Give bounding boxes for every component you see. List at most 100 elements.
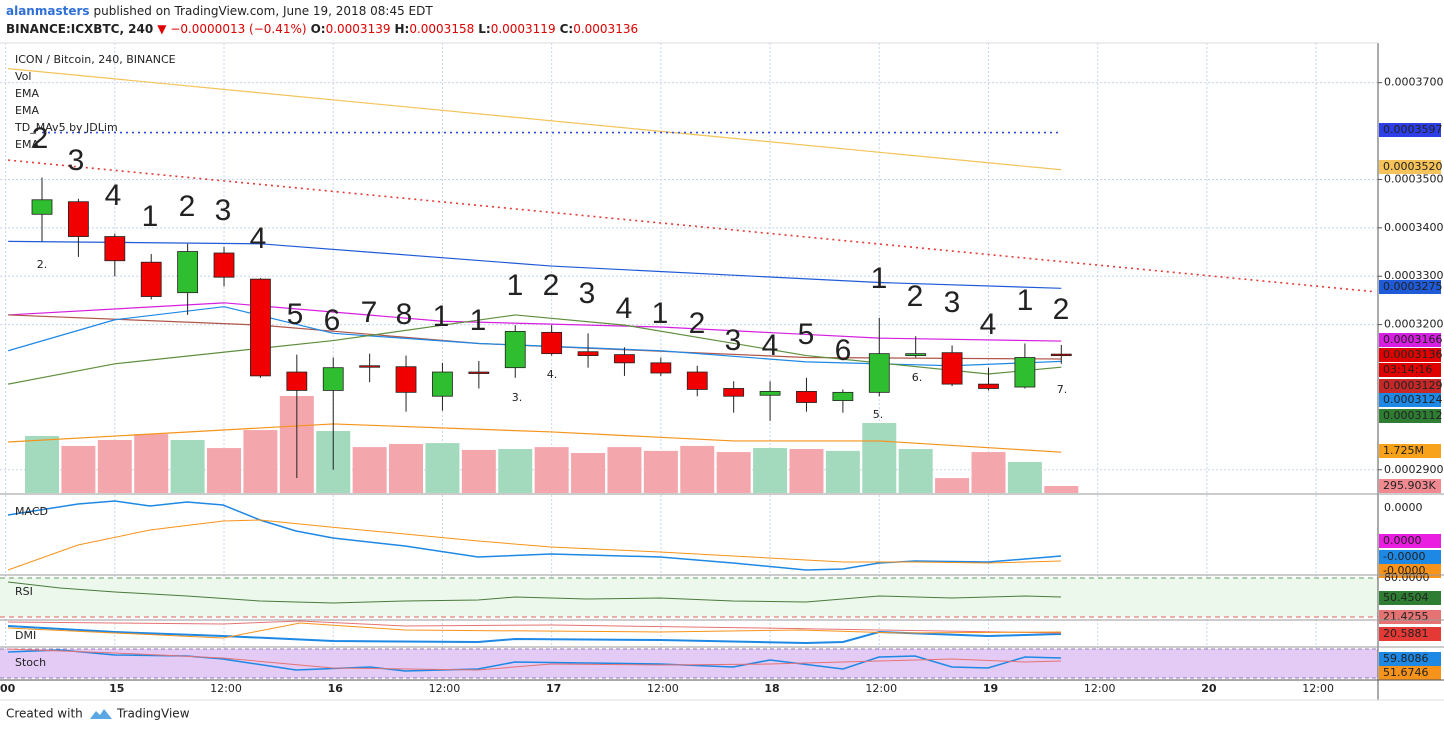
- candle-body: [796, 390, 817, 403]
- footer-brand[interactable]: TradingView: [116, 707, 190, 721]
- ohlc-value: 0.0003158: [409, 22, 474, 36]
- volume-bar: [461, 449, 496, 493]
- ohlc-key: O:: [311, 22, 326, 36]
- price-badge: [1379, 409, 1441, 423]
- td-setup: 4.: [547, 368, 558, 381]
- td-count: 2: [689, 307, 706, 340]
- price-badge-label: 0.0003597: [1383, 123, 1443, 136]
- price-badge-label: 0.0003112: [1383, 409, 1443, 422]
- candle-body: [213, 252, 235, 278]
- volume-bar: [243, 430, 278, 493]
- candle-body: [31, 199, 53, 215]
- candle-body: [322, 367, 344, 391]
- ohlc-key: H:: [394, 22, 409, 36]
- price-badge-label: 50.4504: [1383, 591, 1429, 604]
- volume-bar: [643, 450, 678, 493]
- legend: Vol EMA EMA TD_MAv5 by JDLim EMA: [14, 70, 118, 151]
- pane-label: Stoch: [15, 656, 46, 669]
- rsi-band: [0, 578, 1378, 617]
- y-tick-label: 0.0003400: [1384, 221, 1444, 234]
- price-badge-label: 1.725M: [1383, 444, 1424, 457]
- td-count: 6: [835, 334, 852, 367]
- y-tick-label: 0.0003500: [1384, 172, 1444, 185]
- legend-entry: Vol: [15, 70, 31, 83]
- volume-bar: [170, 440, 205, 493]
- td-count: 5: [287, 298, 304, 331]
- td-setup: 3.: [512, 391, 523, 404]
- td-count: 4: [250, 222, 267, 255]
- pane-axis-label: 80.0000: [1384, 571, 1430, 584]
- legend-entry: TD_MAv5 by JDLim: [14, 121, 118, 134]
- x-tick-label: 16: [328, 682, 344, 695]
- candle-body: [723, 388, 745, 397]
- price-badge-label: 0.0003166: [1383, 333, 1443, 346]
- x-tick-label: 12:00: [210, 682, 242, 695]
- td-setup: 5.: [873, 408, 884, 421]
- ema-line: [8, 314, 1062, 385]
- td-count: 1: [871, 262, 888, 295]
- x-tick-label: 20: [1201, 682, 1217, 695]
- volume-bar: [789, 448, 824, 493]
- price-badge: [1379, 534, 1441, 548]
- td-count: 3: [215, 194, 232, 227]
- x-tick-label: 12:00: [429, 682, 461, 695]
- marks: 00 15 12:00 16 12:00 17 12:00 18 12:00 19 12:00 20 1…: [0, 68, 1444, 695]
- chart-title: ICON / Bitcoin, 240, BINANCE: [15, 53, 176, 66]
- td-count: 1: [652, 297, 669, 330]
- x-tick-label: 00: [0, 682, 16, 695]
- change: ▼ −0.0000013 (−0.41%): [157, 22, 306, 36]
- volume-bar: [571, 453, 606, 493]
- td-count: 4: [980, 308, 997, 341]
- candle-body: [978, 383, 999, 389]
- pane-label: MACD: [15, 505, 48, 518]
- price-badge: [1379, 550, 1441, 564]
- price-badge-label: 0.0003129: [1383, 379, 1443, 392]
- price-badge: [1379, 280, 1441, 294]
- volume-bar: [534, 447, 569, 493]
- volume-bar: [607, 447, 642, 493]
- price-badge-label: 0.0003520: [1383, 160, 1443, 173]
- volume-bar: [25, 435, 60, 493]
- candle-body: [468, 371, 490, 374]
- td-count: 8: [396, 298, 413, 331]
- td-count: 2: [179, 190, 196, 223]
- volume-bar: [862, 422, 897, 493]
- volume-bar: [825, 450, 860, 493]
- author[interactable]: alanmasters: [6, 4, 90, 18]
- volume-bar: [134, 434, 169, 493]
- td-count: 2: [543, 269, 560, 302]
- candle-body: [68, 201, 89, 237]
- td-count: 3: [579, 277, 596, 310]
- price-badge-label: 21.4255: [1383, 610, 1429, 623]
- candle-body: [541, 331, 563, 355]
- price-badge-label: 03:14:16: [1383, 363, 1432, 376]
- price-badge: [1379, 348, 1441, 362]
- candle-body: [577, 351, 599, 356]
- legend-entry: EMA: [15, 87, 39, 100]
- ohlc: O:0.0003139 H:0.0003158 L:0.0003119 C:0.000…: [311, 22, 639, 36]
- price-badge: [1379, 123, 1441, 137]
- price-badge: [1379, 627, 1441, 641]
- volume-bar: [61, 445, 96, 493]
- candle-body: [250, 278, 271, 377]
- ohlc-value: 0.0003139: [326, 22, 391, 36]
- volume-bar: [97, 440, 132, 493]
- price-badge: [1379, 333, 1441, 347]
- candle-body: [1050, 353, 1072, 357]
- x-tick-label: 12:00: [1302, 682, 1334, 695]
- y-tick-label: 0.0003200: [1384, 318, 1444, 331]
- candle-body: [395, 366, 417, 393]
- symbol-line: BINANCE:ICXBTC, 240 ▼ −0.0000013 (−0.41%)…: [6, 22, 638, 36]
- macd-line: [7, 500, 1062, 571]
- price-badge-label: 0.0003136: [1383, 348, 1443, 361]
- td-count: 1: [1017, 284, 1034, 317]
- x-tick-label: 19: [983, 682, 998, 695]
- candle-body: [868, 353, 890, 393]
- volume-bar: [389, 444, 424, 493]
- td-count: 4: [616, 292, 633, 325]
- volume-bar: [753, 448, 788, 493]
- price-badge-label: 0.0003124: [1383, 393, 1443, 406]
- price-badge-label: -0.0000: [1383, 550, 1425, 563]
- x-tick-label: 12:00: [865, 682, 897, 695]
- td-count: 3: [725, 324, 742, 357]
